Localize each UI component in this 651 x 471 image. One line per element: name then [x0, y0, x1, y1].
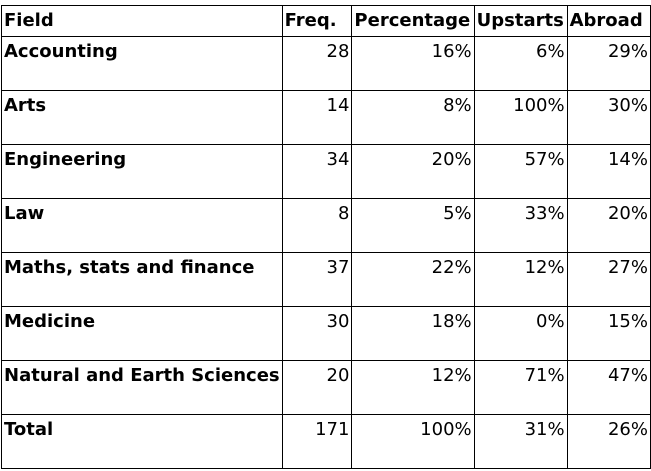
table-row: Arts 14 8% 100% 30%	[1, 90, 651, 145]
row-freq: 28	[281, 36, 353, 91]
row-upstarts: 100%	[473, 90, 568, 145]
row-upstarts: 0%	[473, 306, 568, 361]
row-abroad: 15%	[566, 306, 651, 361]
total-field: Total	[1, 414, 283, 469]
row-field: Medicine	[1, 306, 283, 361]
table-row: Medicine 30 18% 0% 15%	[1, 306, 651, 361]
row-percentage: 5%	[351, 198, 475, 253]
header-freq: Freq.	[281, 5, 353, 37]
row-abroad: 30%	[566, 90, 651, 145]
row-percentage: 16%	[351, 36, 475, 91]
row-percentage: 22%	[351, 252, 475, 307]
row-upstarts: 12%	[473, 252, 568, 307]
row-abroad: 20%	[566, 198, 651, 253]
row-upstarts: 71%	[473, 360, 568, 415]
row-freq: 14	[281, 90, 353, 145]
row-field: Arts	[1, 90, 283, 145]
table-row: Accounting 28 16% 6% 29%	[1, 36, 651, 91]
table-header-row: Field Freq. Percentage Upstarts Abroad	[1, 5, 651, 37]
row-percentage: 20%	[351, 144, 475, 199]
row-field: Maths, stats and finance	[1, 252, 283, 307]
row-abroad: 14%	[566, 144, 651, 199]
row-upstarts: 57%	[473, 144, 568, 199]
table-row: Engineering 34 20% 57% 14%	[1, 144, 651, 199]
row-freq: 20	[281, 360, 353, 415]
table-row: Natural and Earth Sciences 20 12% 71% 47…	[1, 360, 651, 415]
row-percentage: 12%	[351, 360, 475, 415]
row-abroad: 47%	[566, 360, 651, 415]
field-statistics-table: Field Freq. Percentage Upstarts Abroad A…	[1, 5, 651, 469]
header-field: Field	[1, 5, 283, 37]
header-percentage: Percentage	[351, 5, 475, 37]
table-total-row: Total 171 100% 31% 26%	[1, 414, 651, 469]
row-field: Engineering	[1, 144, 283, 199]
row-abroad: 27%	[566, 252, 651, 307]
header-abroad: Abroad	[566, 5, 651, 37]
row-freq: 8	[281, 198, 353, 253]
row-field: Accounting	[1, 36, 283, 91]
total-freq: 171	[281, 414, 353, 469]
row-upstarts: 6%	[473, 36, 568, 91]
total-upstarts: 31%	[473, 414, 568, 469]
row-freq: 37	[281, 252, 353, 307]
total-percentage: 100%	[351, 414, 475, 469]
field-statistics-table-container: Field Freq. Percentage Upstarts Abroad A…	[1, 5, 651, 469]
row-abroad: 29%	[566, 36, 651, 91]
total-abroad: 26%	[566, 414, 651, 469]
row-freq: 30	[281, 306, 353, 361]
table-row: Maths, stats and finance 37 22% 12% 27%	[1, 252, 651, 307]
row-percentage: 18%	[351, 306, 475, 361]
row-upstarts: 33%	[473, 198, 568, 253]
header-upstarts: Upstarts	[473, 5, 568, 37]
row-freq: 34	[281, 144, 353, 199]
row-field: Natural and Earth Sciences	[1, 360, 283, 415]
row-percentage: 8%	[351, 90, 475, 145]
row-field: Law	[1, 198, 283, 253]
table-row: Law 8 5% 33% 20%	[1, 198, 651, 253]
